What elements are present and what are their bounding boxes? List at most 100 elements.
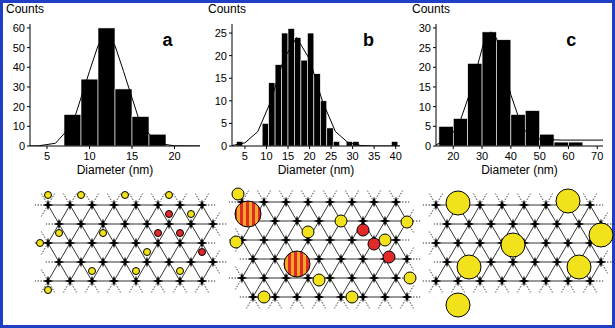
particle	[78, 192, 85, 199]
x-tick-label: 60	[562, 150, 574, 162]
lattice-bond	[297, 202, 308, 221]
lattice-bond	[242, 259, 253, 278]
lattice-node	[109, 276, 120, 287]
y-tick-label: 10	[419, 101, 431, 113]
x-axis-title: Diameter (nm)	[481, 163, 558, 177]
lattice-bond	[147, 205, 158, 224]
lattice-bond	[114, 224, 125, 243]
lattice-node	[65, 276, 76, 287]
lattice-node	[519, 200, 530, 211]
lattice-bond	[480, 243, 491, 262]
figure: 51015200102030405060CountsDiameter (nm)a…	[0, 0, 615, 328]
y-tick-label: 30	[13, 81, 25, 93]
y-tick-label: 10	[215, 95, 227, 107]
lattice-bond	[557, 262, 568, 281]
panel: 51015200102030405060CountsDiameter (nm)a	[6, 2, 200, 177]
lattice-node	[109, 200, 120, 211]
lattice-bond	[125, 224, 136, 243]
lattice-node	[574, 219, 585, 230]
panel-letter: a	[163, 30, 174, 50]
lattice-bond	[363, 278, 374, 297]
particle	[313, 274, 325, 286]
lattice-node	[486, 257, 497, 268]
particle	[230, 236, 242, 248]
lattice-node	[131, 276, 142, 287]
particle	[446, 293, 470, 317]
x-tick-label: 5	[242, 150, 248, 162]
x-tick-label: 30	[346, 150, 358, 162]
lattice-bond	[242, 240, 253, 259]
lattice	[423, 189, 614, 317]
lattice-node	[530, 219, 541, 230]
lattice-node	[541, 276, 552, 287]
lattice-bond	[253, 240, 264, 259]
x-tick-label: 20	[168, 150, 180, 162]
lattice-node	[585, 200, 596, 211]
x-tick	[47, 146, 48, 149]
particle	[166, 192, 173, 199]
x-tick	[482, 146, 483, 149]
lattice-bond	[447, 224, 458, 243]
x-tick	[89, 146, 90, 149]
lattice-node	[186, 219, 197, 230]
particle	[37, 240, 44, 247]
lattice-bond	[436, 224, 447, 243]
bar	[525, 111, 539, 146]
y-tick-label: 5	[221, 117, 227, 129]
lattice-bond	[48, 262, 59, 281]
y-tick	[27, 146, 30, 147]
y-tick-label: 25	[419, 42, 431, 54]
lattice-node	[486, 219, 497, 230]
lattice-node	[197, 200, 208, 211]
particle	[379, 234, 391, 246]
lattice-bond	[535, 243, 546, 262]
particle	[346, 291, 358, 303]
x-tick-label: 5	[44, 150, 50, 162]
particle	[155, 230, 162, 237]
lattice-node	[552, 257, 563, 268]
bar	[262, 123, 268, 146]
lattice-bond	[491, 205, 502, 224]
lattice-bond	[352, 259, 363, 278]
lattice-bond	[286, 278, 297, 297]
x-tick	[568, 146, 569, 149]
x-tick-label: 40	[505, 150, 517, 162]
y-axis-title: Counts	[208, 2, 246, 16]
lattice-node	[164, 219, 175, 230]
lattice-bond	[48, 205, 59, 224]
particle	[235, 201, 261, 227]
lattice-bond	[202, 224, 213, 243]
particle	[383, 251, 395, 263]
lattice-bond	[81, 205, 92, 224]
lattice-bond	[286, 202, 297, 221]
lattice-bond	[330, 259, 341, 278]
lattice-node	[87, 276, 98, 287]
bar	[482, 32, 496, 146]
lattice-bond	[524, 243, 535, 262]
fit-curve	[232, 38, 400, 146]
lattice-bond	[286, 221, 297, 240]
lattice-node	[380, 292, 391, 303]
particle	[284, 251, 310, 277]
lattice-bond	[513, 262, 524, 281]
lattice-bond	[363, 202, 374, 221]
y-tick-label: 0	[19, 140, 25, 152]
x-tick-label: 70	[591, 150, 603, 162]
x-tick-label: 15	[126, 150, 138, 162]
lattice-node	[497, 200, 508, 211]
particle	[89, 268, 96, 275]
lattice-bond	[330, 278, 341, 297]
lattice-node	[325, 235, 336, 246]
y-tick	[27, 67, 30, 68]
frame	[2, 2, 614, 327]
particle	[45, 287, 52, 294]
lattice-node	[369, 197, 380, 208]
lattice-bond	[180, 243, 191, 262]
lattice-bond	[114, 262, 125, 281]
lattice-node	[153, 200, 164, 211]
lattice-bond	[374, 278, 385, 297]
y-axis	[30, 24, 31, 146]
y-tick	[27, 106, 30, 107]
particle	[144, 249, 151, 256]
lattice-node	[541, 200, 552, 211]
